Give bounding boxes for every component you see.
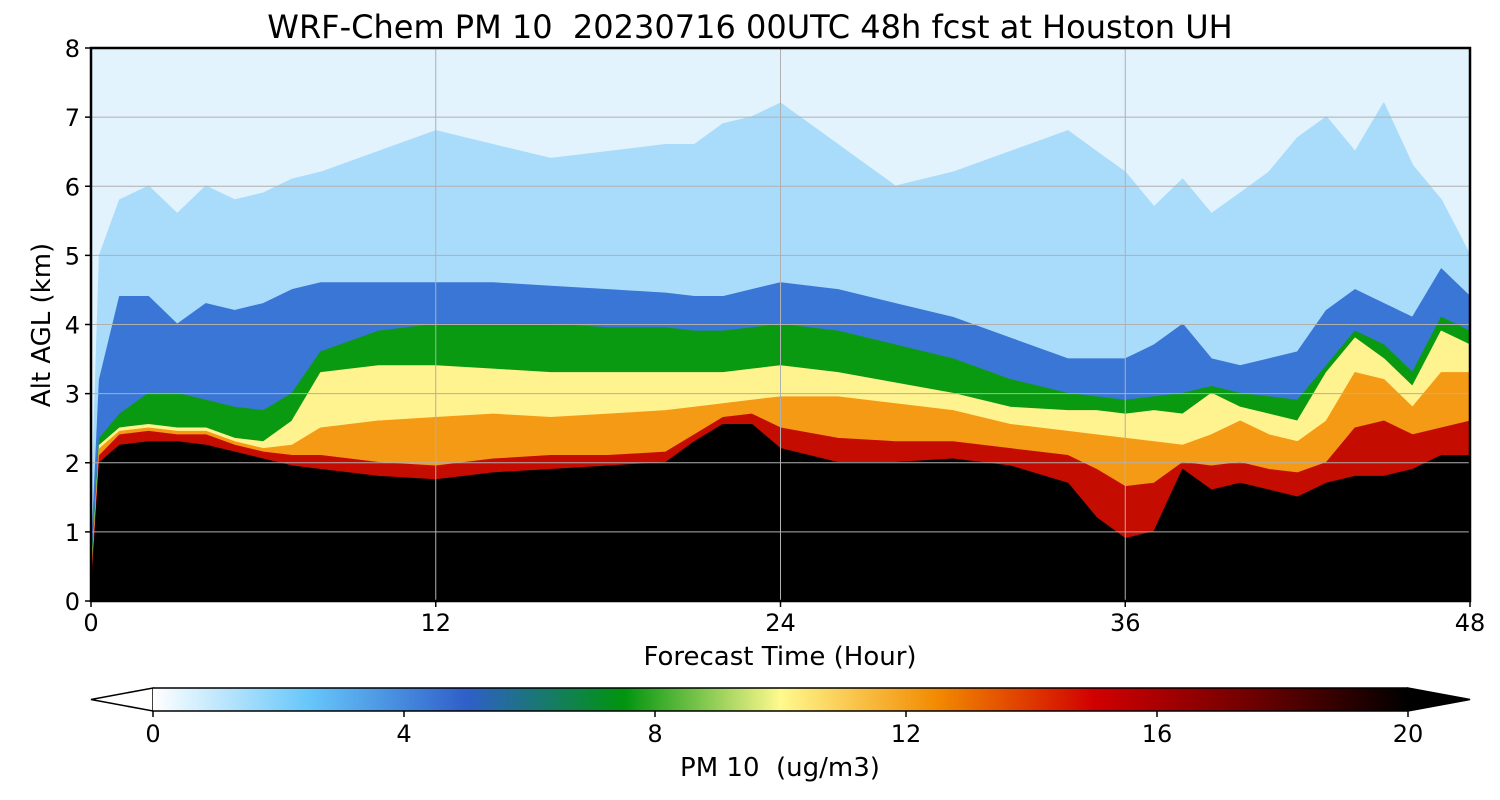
- colorbar-tick-label: 8: [647, 720, 662, 748]
- x-axis-label: Forecast Time (Hour): [643, 642, 916, 672]
- colorbar-label: PM 10 (ug/m3): [680, 753, 880, 783]
- colorbar: 0 4 8 12 16 20: [90, 687, 1471, 748]
- colorbar-tick-label: 0: [145, 720, 160, 748]
- y-axis: 0 1 2 3 4 5 6 7 8: [65, 35, 91, 616]
- x-axis: 0 12 24 36 48: [83, 601, 1485, 637]
- grid-lines: [91, 48, 1470, 601]
- colorbar-tick-label: 12: [891, 720, 922, 748]
- colorbar-tick-label: 4: [396, 720, 411, 748]
- colorbar-outline: [153, 687, 1408, 712]
- chart-title: WRF-Chem PM 10 20230716 00UTC 48h fcst a…: [267, 8, 1233, 46]
- colorbar-gradient: [153, 688, 1408, 711]
- x-tick-label: 48: [1455, 609, 1486, 637]
- y-tick-label: 2: [65, 450, 80, 478]
- x-tick-label: 36: [1110, 609, 1141, 637]
- y-tick-label: 6: [65, 173, 80, 201]
- x-tick-label: 24: [765, 609, 796, 637]
- y-tick-label: 1: [65, 519, 80, 547]
- colorbar-tick-label: 16: [1142, 720, 1173, 748]
- colorbar-max-extend: [1407, 687, 1471, 712]
- colorbar-tick-label: 20: [1393, 720, 1424, 748]
- y-tick-label: 8: [65, 35, 80, 63]
- y-tick-label: 5: [65, 242, 80, 270]
- y-tick-label: 0: [65, 588, 80, 616]
- y-tick-label: 4: [65, 312, 80, 340]
- colorbar-min-extend: [90, 687, 154, 712]
- x-tick-label: 0: [83, 609, 98, 637]
- x-tick-label: 12: [420, 609, 451, 637]
- y-tick-label: 7: [65, 104, 80, 132]
- y-axis-label: Alt AGL (km): [27, 243, 57, 407]
- y-tick-label: 3: [65, 381, 80, 409]
